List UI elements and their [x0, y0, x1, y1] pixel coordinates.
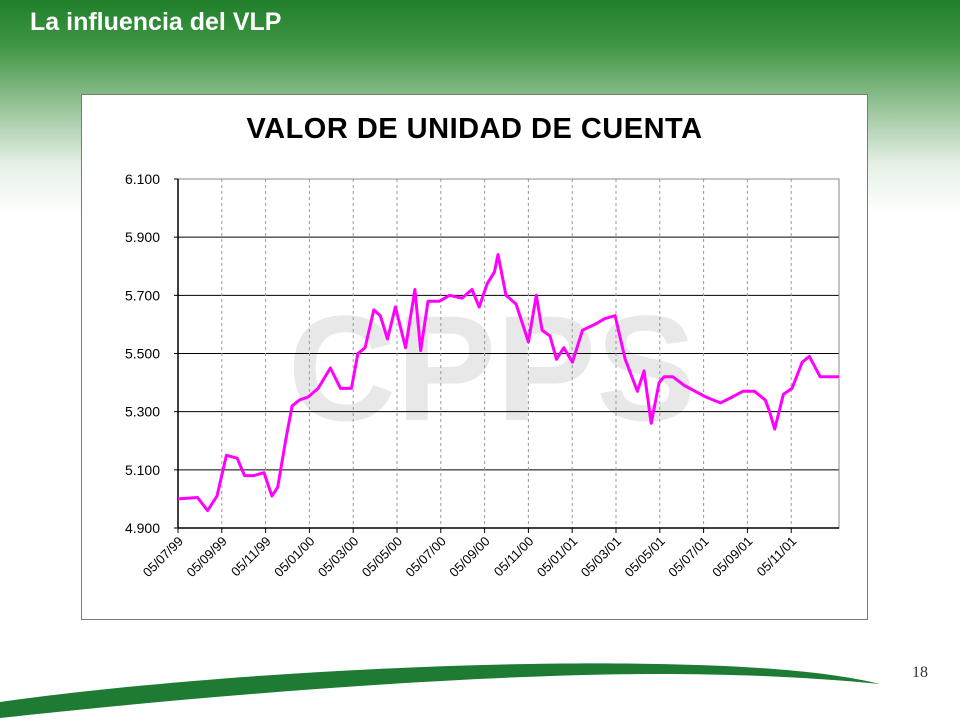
x-tick-label: 05/01/01 [534, 534, 580, 580]
x-tick-label: 05/07/01 [665, 534, 711, 580]
page-number: 18 [912, 664, 928, 681]
x-tick-label: 05/07/00 [403, 534, 449, 580]
x-tick-label: 05/03/00 [315, 534, 361, 580]
chart-frame: CPPS 4.900 5.100 5.300 5.500 5.700 5.900 6.100… [81, 94, 868, 620]
chart-series [177, 253, 839, 513]
chart-title: VALOR DE UNIDAD DE CUENTA [246, 113, 703, 145]
y-tick-label: 5.700 [125, 287, 160, 303]
x-tick-label: 05/03/01 [578, 534, 624, 580]
x-tick-label: 05/09/01 [709, 534, 755, 580]
x-tick-label: 05/09/00 [446, 534, 492, 580]
series-line [177, 253, 839, 513]
y-tick-label: 5.100 [125, 462, 160, 478]
y-tick-label: 5.900 [125, 229, 160, 245]
x-tick-label: 05/01/00 [271, 534, 317, 580]
y-tick-label: 4.900 [125, 520, 160, 536]
slide-title: La influencia del VLP [30, 8, 282, 36]
x-tick-label: 05/07/99 [140, 534, 186, 580]
y-tick-label: 6.100 [125, 171, 160, 187]
watermark-text: CPPS [288, 284, 696, 452]
x-tick-label: 05/11/01 [754, 534, 800, 580]
y-tick-label: 5.300 [125, 404, 160, 420]
y-tick-label: 5.500 [125, 346, 160, 362]
x-tick-label: 05/05/01 [622, 534, 668, 580]
x-tick-label: 05/11/99 [228, 534, 274, 580]
x-tick-label: 05/05/00 [359, 534, 405, 580]
line-chart: CPPS 4.900 5.100 5.300 5.500 5.700 5.900 6.100… [125, 171, 840, 580]
x-tick-label: 05/09/99 [184, 534, 230, 580]
cpps-watermark: CPPS [288, 284, 696, 452]
footer-swoosh [0, 663, 880, 718]
x-tick-label: 05/11/00 [491, 534, 537, 580]
chart-grid [177, 178, 840, 529]
